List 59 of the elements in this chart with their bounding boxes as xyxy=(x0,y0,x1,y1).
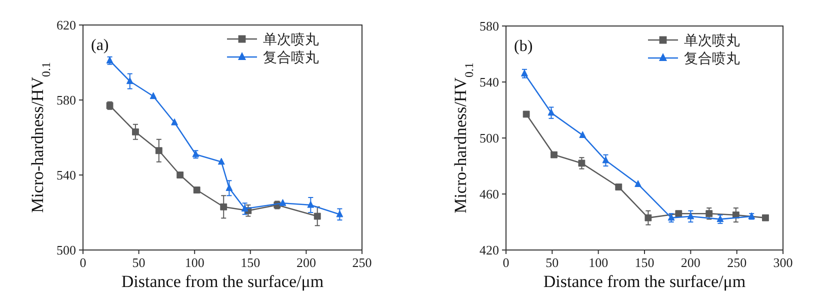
point xyxy=(336,210,344,218)
x-tick-label: 250 xyxy=(727,255,747,270)
x-tick-label: 200 xyxy=(296,255,316,270)
point xyxy=(578,160,586,167)
point xyxy=(176,172,184,178)
annotation: (a) xyxy=(91,37,109,54)
point xyxy=(644,214,652,222)
point xyxy=(762,214,769,222)
x-tick-label: 150 xyxy=(634,255,654,270)
y-tick-label: 580 xyxy=(480,18,499,34)
x-tick-label: 300 xyxy=(773,255,793,270)
x-tick-label: 0 xyxy=(502,255,510,270)
point xyxy=(218,158,225,165)
point xyxy=(126,77,134,84)
point xyxy=(579,131,586,138)
y-tick-label: 460 xyxy=(480,186,499,202)
legend-label: 复合喷丸 xyxy=(684,51,740,67)
point xyxy=(132,128,139,136)
point xyxy=(226,184,233,191)
point xyxy=(675,210,682,218)
y-tick-label: 500 xyxy=(56,242,76,258)
x-tick-label: 250 xyxy=(352,255,372,270)
y-tick-label: 420 xyxy=(480,242,499,258)
x-axis-title: Distance from the surface/μm xyxy=(121,272,324,291)
point xyxy=(314,212,321,220)
y-tick-label: 500 xyxy=(480,130,499,146)
point xyxy=(687,212,694,220)
x-tick-label: 50 xyxy=(132,255,146,270)
annotation: (b) xyxy=(514,38,533,55)
point xyxy=(150,92,157,100)
x-tick-label: 100 xyxy=(184,255,204,270)
point xyxy=(548,108,555,116)
y-tick-label: 580 xyxy=(56,92,76,108)
y-tick-label: 540 xyxy=(480,74,499,90)
x-axis-title: Distance from the surface/μm xyxy=(543,272,746,291)
point xyxy=(307,200,314,208)
point xyxy=(155,147,162,154)
point xyxy=(634,180,642,188)
legend-label: 单次喷丸 xyxy=(263,32,319,48)
point xyxy=(521,70,528,76)
x-tick-label: 0 xyxy=(80,255,86,270)
point xyxy=(220,203,228,210)
point xyxy=(615,184,622,190)
legend-label: 单次喷丸 xyxy=(684,33,740,49)
point xyxy=(241,204,248,212)
x-tick-label: 200 xyxy=(680,255,700,270)
y-tick-label: 620 xyxy=(56,18,76,32)
legend-label: 复合喷丸 xyxy=(263,50,319,66)
x-tick-label: 100 xyxy=(588,255,608,270)
x-tick-label: 150 xyxy=(240,255,260,270)
point xyxy=(171,118,178,126)
point xyxy=(279,199,286,206)
point xyxy=(522,110,530,118)
point xyxy=(602,156,610,164)
x-tick-label: 50 xyxy=(546,255,559,270)
point xyxy=(706,210,713,218)
point xyxy=(550,151,558,158)
y-tick-label: 540 xyxy=(56,168,76,182)
point xyxy=(193,186,200,194)
